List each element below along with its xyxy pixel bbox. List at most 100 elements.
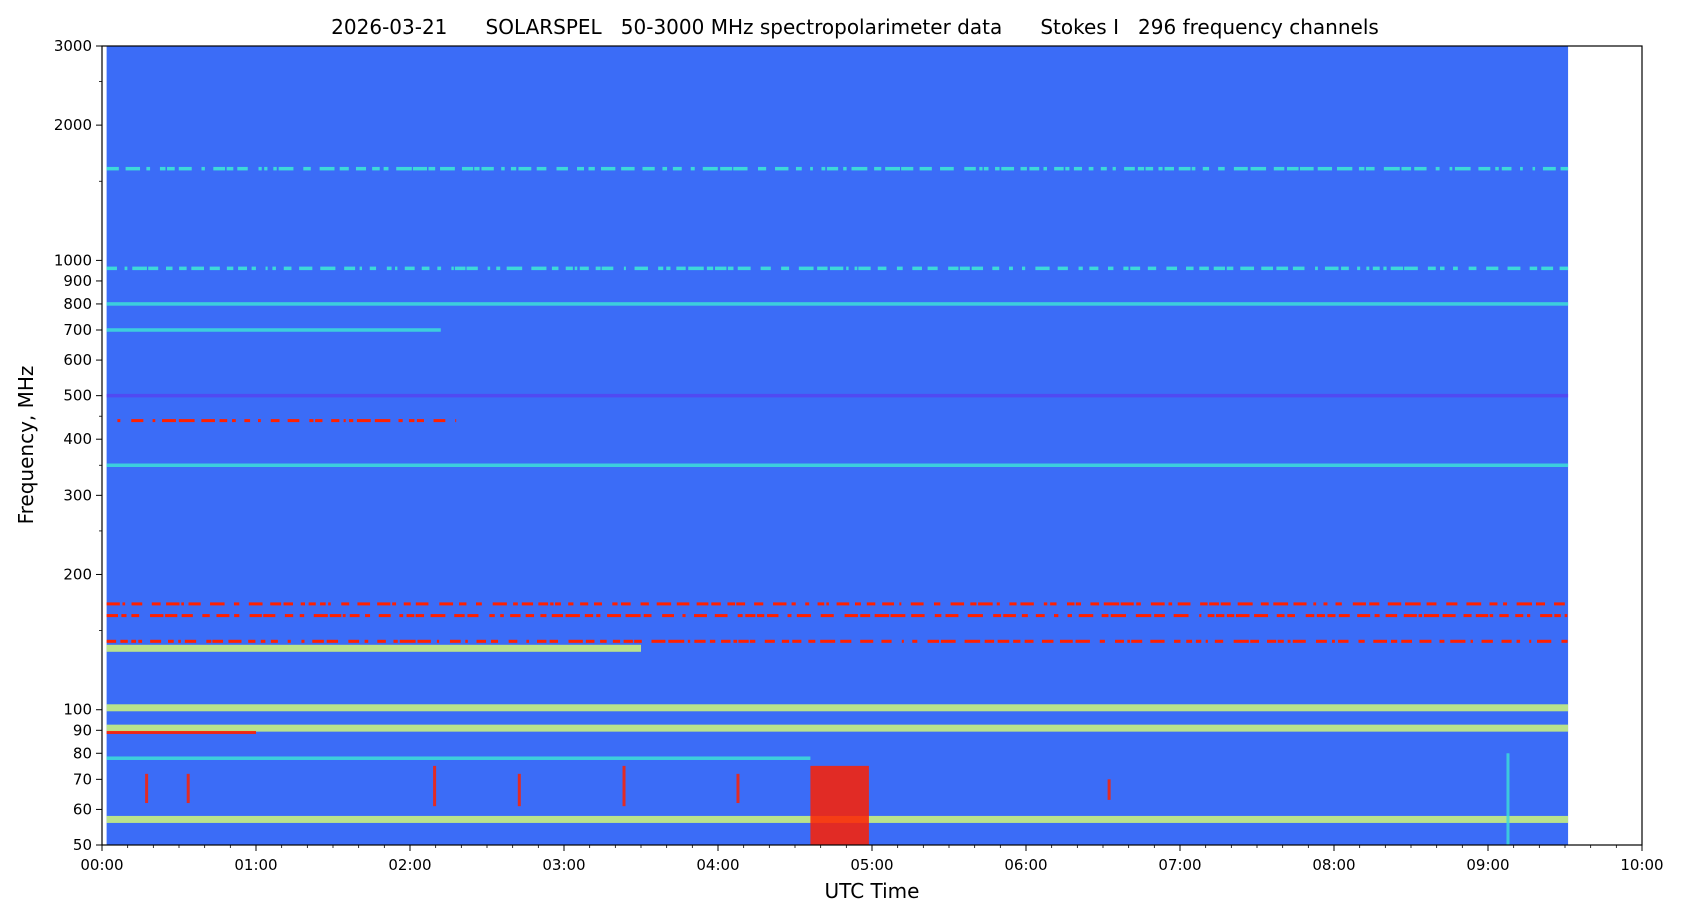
y-tick-label: 3000 xyxy=(54,37,92,55)
band-segment xyxy=(386,266,392,271)
band-segment xyxy=(574,266,578,271)
band-segment xyxy=(896,266,903,271)
band-segment xyxy=(808,639,816,643)
band-segment xyxy=(209,266,220,271)
band-segment xyxy=(715,266,727,271)
band-segment xyxy=(328,602,331,606)
band-segment xyxy=(874,614,890,618)
band-segment xyxy=(284,614,294,618)
band-segment xyxy=(658,266,664,271)
band-segment xyxy=(117,419,121,423)
band-segment xyxy=(948,266,959,271)
band-segment xyxy=(736,602,746,606)
band-segment xyxy=(1374,614,1380,618)
band-segment xyxy=(1057,266,1068,271)
band-segment xyxy=(474,166,480,171)
band-segment xyxy=(1213,266,1225,271)
band-segment xyxy=(1067,614,1072,618)
band-segment xyxy=(984,639,995,643)
band-segment xyxy=(213,166,226,171)
band-segment xyxy=(595,266,601,271)
band-segment xyxy=(106,166,119,171)
band-segment xyxy=(404,266,415,271)
band-segment xyxy=(396,166,412,171)
band-segment xyxy=(594,602,602,606)
band-segment xyxy=(1261,266,1274,271)
band-segment xyxy=(1021,614,1028,618)
band-segment xyxy=(132,266,147,271)
band-segment xyxy=(1365,166,1375,171)
burst xyxy=(186,773,190,804)
band-segment xyxy=(919,166,932,171)
band-segment xyxy=(181,602,184,606)
band xyxy=(106,644,642,652)
band-segment xyxy=(682,614,686,618)
band-segment xyxy=(210,602,225,606)
x-tick-label: 05:00 xyxy=(850,856,893,874)
band-segment xyxy=(1186,266,1194,271)
y-tick-label: 70 xyxy=(73,770,92,788)
band-segment xyxy=(1313,602,1317,606)
band-segment xyxy=(148,266,159,271)
band-segment xyxy=(248,602,263,606)
band-segment xyxy=(1338,614,1350,618)
band-segment xyxy=(258,419,261,423)
band-segment xyxy=(959,266,970,271)
band-segment xyxy=(536,639,547,643)
band-segment xyxy=(1202,166,1210,171)
band-segment xyxy=(1390,639,1398,643)
band-segment xyxy=(1478,166,1491,171)
band-segment xyxy=(299,266,313,271)
band-segment xyxy=(1137,166,1145,171)
band-segment xyxy=(1127,639,1131,643)
band-segment xyxy=(967,614,983,618)
band-segment xyxy=(1001,166,1015,171)
band-segment xyxy=(1158,166,1163,171)
band-segment xyxy=(152,419,156,423)
band-segment xyxy=(372,166,380,171)
band-segment xyxy=(773,602,787,606)
band-segment xyxy=(1287,614,1295,618)
band xyxy=(106,730,257,734)
band-segment xyxy=(339,166,349,171)
band-segment xyxy=(374,419,391,423)
band-segment xyxy=(687,639,691,643)
burst xyxy=(1506,753,1510,845)
band-segment xyxy=(1537,639,1552,643)
band-segment xyxy=(403,602,411,606)
chart-title: 2026-03-21 SOLARSPEL 50-3000 MHz spectro… xyxy=(331,15,1379,39)
band-segment xyxy=(1293,602,1307,606)
band-segment xyxy=(1218,166,1225,171)
band-segment xyxy=(1220,602,1231,606)
band-segment xyxy=(580,602,589,606)
band-segment xyxy=(795,166,802,171)
band-segment xyxy=(1463,614,1472,618)
band-segment xyxy=(775,166,789,171)
x-tick-label: 09:00 xyxy=(1466,856,1509,874)
band-segment xyxy=(694,614,707,618)
x-tick-label: 01:00 xyxy=(234,856,277,874)
band-segment xyxy=(1075,602,1082,606)
band-segment xyxy=(349,614,360,618)
band-segment xyxy=(416,419,424,423)
band-segment xyxy=(320,266,336,271)
band-segment xyxy=(392,602,397,606)
band-segment xyxy=(201,419,215,423)
band-segment xyxy=(151,602,161,606)
band-segment xyxy=(1199,614,1202,618)
band-segment xyxy=(106,639,117,643)
band-segment xyxy=(538,602,549,606)
band-segment xyxy=(131,614,140,618)
band-segment xyxy=(178,166,192,171)
band xyxy=(106,328,441,332)
band-segment xyxy=(1401,166,1412,171)
band-segment xyxy=(1226,266,1234,271)
band-segment xyxy=(191,266,204,271)
band-segment xyxy=(238,266,248,271)
band-segment xyxy=(1372,266,1380,271)
band-segment xyxy=(357,602,371,606)
band-segment xyxy=(1088,166,1094,171)
band-segment xyxy=(270,419,280,423)
band-segment xyxy=(1499,614,1509,618)
band-segment xyxy=(767,614,779,618)
